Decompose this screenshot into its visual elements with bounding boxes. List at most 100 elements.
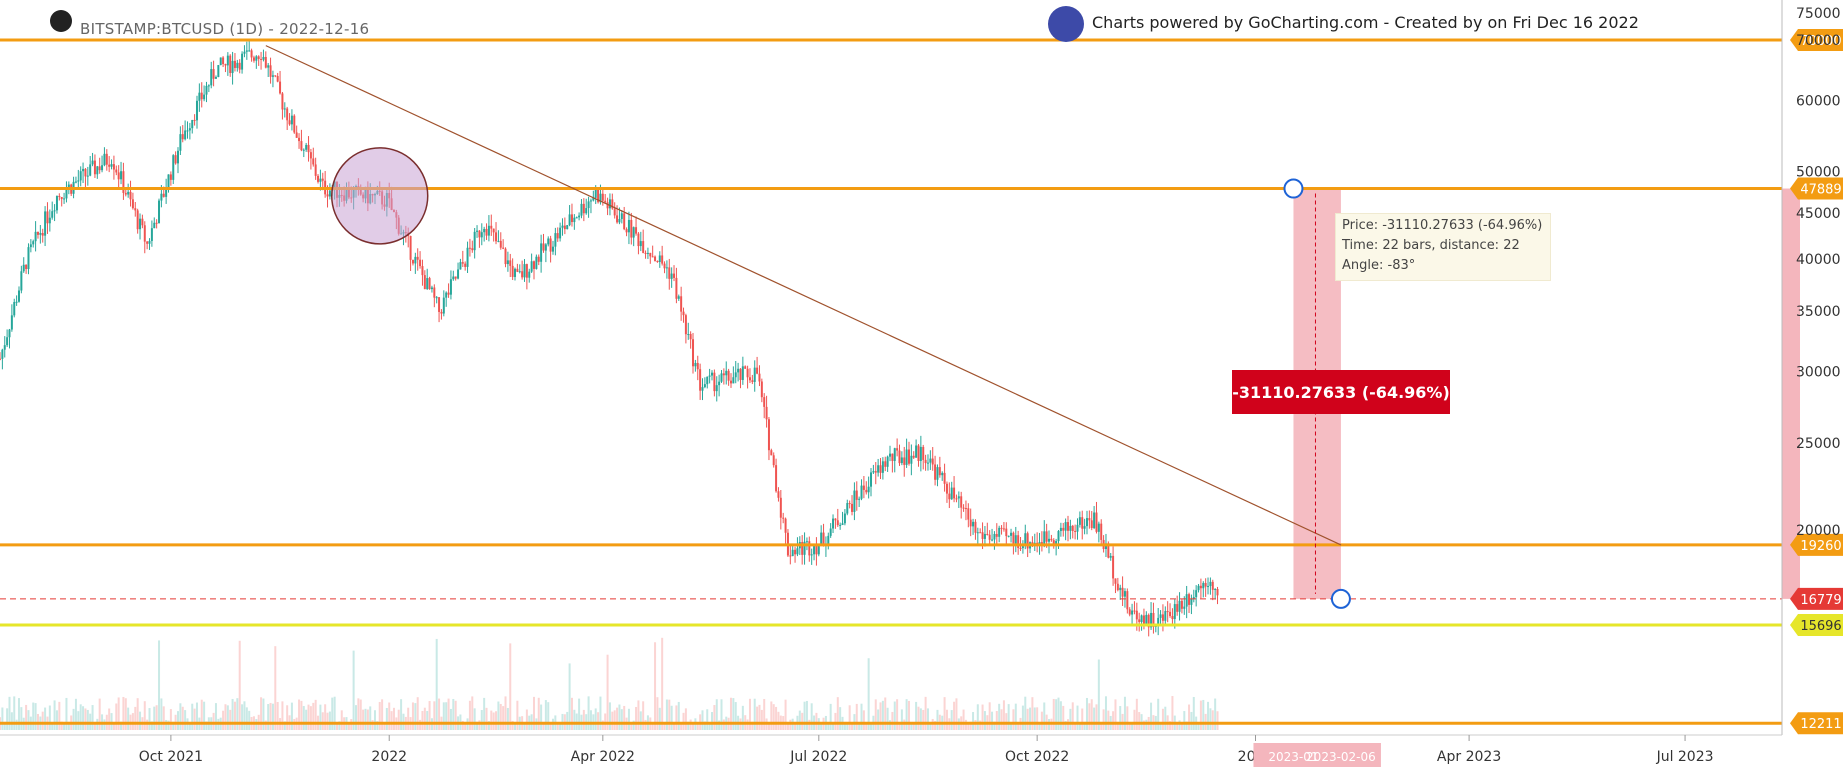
candle-body <box>328 190 331 197</box>
volume-bar <box>139 711 142 730</box>
volume-bar <box>1069 708 1072 730</box>
volume-bar <box>1126 706 1129 730</box>
candle-body <box>881 461 884 473</box>
volume-bar <box>732 698 735 730</box>
candle-body <box>948 493 951 500</box>
volume-bar <box>25 704 28 730</box>
candle-body <box>891 453 894 461</box>
candle-body <box>855 490 858 500</box>
volume-bar <box>1071 702 1074 730</box>
y-tick-0: 75000 <box>1796 6 1841 22</box>
volume-bar <box>922 709 925 730</box>
candle-body <box>124 192 127 195</box>
volume-bar <box>1112 711 1115 730</box>
volume-bar <box>98 698 101 730</box>
candle-body <box>1005 528 1008 537</box>
candle-body <box>1214 588 1217 590</box>
volume-bar <box>264 720 267 730</box>
candle-body <box>758 373 761 382</box>
volume-bar <box>184 710 187 730</box>
candle-body <box>179 134 182 151</box>
candle-body <box>1207 586 1210 588</box>
volume-bar <box>801 712 804 730</box>
volume-bar <box>333 696 336 730</box>
candle-body <box>566 225 569 230</box>
candle-body <box>521 271 524 278</box>
volume-bar <box>371 720 374 730</box>
candle-body <box>167 174 170 190</box>
volume-bar <box>110 713 113 730</box>
candle-body <box>737 368 740 373</box>
candle-body <box>537 256 540 262</box>
volume-bar <box>385 707 388 730</box>
candle-body <box>706 376 709 385</box>
candle-body <box>499 240 502 248</box>
volume-bar <box>1214 698 1217 730</box>
candle-body <box>1083 526 1086 529</box>
volume-bar <box>599 696 602 730</box>
candle-body <box>893 448 896 461</box>
candle-body <box>89 164 92 176</box>
volume-bar <box>392 707 395 730</box>
candle-body <box>559 227 562 239</box>
volume-bar <box>718 720 721 730</box>
volume-bar <box>1199 700 1202 730</box>
y-tick-8: 25000 <box>1796 436 1841 452</box>
volume-bar <box>461 720 464 730</box>
candle-body <box>314 164 317 176</box>
volume-bar <box>1078 723 1081 730</box>
candle-body <box>25 264 28 270</box>
candle-body <box>1088 518 1091 521</box>
candle-body <box>150 228 153 241</box>
candle-body <box>649 252 652 257</box>
candle-body <box>751 380 754 382</box>
volume-bar <box>917 706 920 730</box>
volume-bar <box>673 723 676 730</box>
candle-body <box>1159 614 1162 618</box>
volume-bar <box>378 701 381 730</box>
volume-bar <box>397 709 400 730</box>
measure-date-band <box>1253 743 1381 767</box>
volume-bar <box>506 707 509 730</box>
candle-body <box>656 260 659 263</box>
candle-body <box>1161 614 1164 621</box>
volume-bar <box>48 705 51 730</box>
volume-bar <box>20 707 23 730</box>
candle-body <box>623 213 626 230</box>
volume-bar <box>953 701 956 730</box>
candle-body <box>288 120 291 125</box>
tooltip-angle: Angle: -83° <box>1342 258 1416 273</box>
candle-body <box>907 449 910 464</box>
volume-bar <box>290 702 293 730</box>
candle-body <box>832 518 835 529</box>
measure-start-handle <box>1283 178 1304 199</box>
volume-bar <box>632 720 635 730</box>
volume-bar <box>760 709 763 730</box>
candles <box>0 38 1219 637</box>
volume-bar <box>172 721 175 730</box>
candle-body <box>718 381 721 386</box>
candle-body <box>1055 541 1058 545</box>
volume-bar <box>1207 701 1210 730</box>
candle-body <box>1202 582 1205 589</box>
volume-bar <box>454 700 457 730</box>
volume-bar <box>523 723 526 730</box>
volume-bar <box>907 700 910 730</box>
volume-bar <box>167 720 170 730</box>
volume-bar <box>324 704 327 730</box>
candle-body <box>236 62 239 68</box>
candle-body <box>82 168 85 172</box>
candle-body <box>131 199 134 209</box>
candle-body <box>597 189 600 203</box>
candle-body <box>713 372 716 392</box>
volume-bar <box>72 708 75 730</box>
volume-bar <box>611 711 614 730</box>
volume-bar <box>594 708 597 730</box>
candle-body <box>957 496 960 499</box>
volume-bar <box>15 719 18 730</box>
volume-bar <box>1074 722 1077 730</box>
candle-body <box>867 486 870 493</box>
volume-bar <box>711 712 713 730</box>
candle-body <box>953 487 956 499</box>
